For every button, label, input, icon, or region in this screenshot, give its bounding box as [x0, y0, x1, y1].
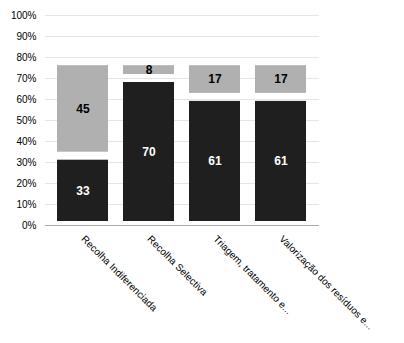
- svg-text:70%: 70%: [16, 73, 36, 84]
- svg-text:Recolha Indiferenciada: Recolha Indiferenciada: [79, 233, 159, 313]
- svg-text:60%: 60%: [16, 94, 36, 105]
- svg-text:0%: 0%: [22, 220, 37, 231]
- svg-text:40%: 40%: [16, 136, 36, 147]
- svg-text:Triagem, tratamento e...: Triagem, tratamento e...: [211, 233, 294, 316]
- svg-text:50%: 50%: [16, 115, 36, 126]
- svg-text:70: 70: [142, 145, 156, 159]
- svg-text:8: 8: [146, 63, 153, 77]
- svg-text:20%: 20%: [16, 178, 36, 189]
- svg-text:61: 61: [274, 154, 288, 168]
- svg-text:61: 61: [208, 154, 222, 168]
- svg-text:17: 17: [208, 72, 222, 86]
- svg-text:100%: 100%: [11, 10, 37, 21]
- svg-text:80%: 80%: [16, 52, 36, 63]
- svg-text:45: 45: [76, 102, 90, 116]
- svg-text:90%: 90%: [16, 31, 36, 42]
- svg-text:17: 17: [274, 72, 288, 86]
- svg-text:10%: 10%: [16, 199, 36, 210]
- svg-text:Recolha Selectiva: Recolha Selectiva: [145, 233, 210, 298]
- svg-text:Valorização dos resíduos e...: Valorização dos resíduos e...: [277, 233, 375, 331]
- svg-text:30%: 30%: [16, 157, 36, 168]
- svg-text:33: 33: [76, 184, 90, 198]
